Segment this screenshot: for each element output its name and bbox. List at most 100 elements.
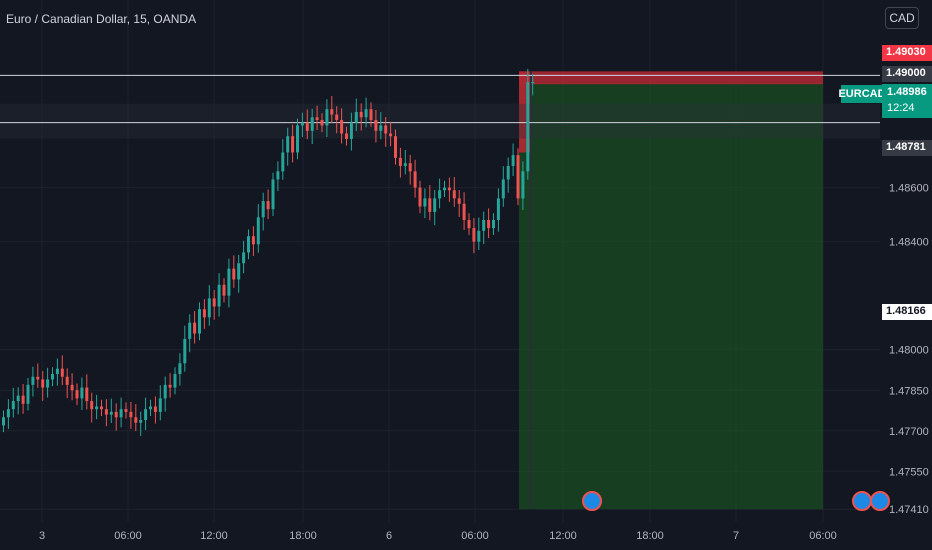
y-tick-label: 1.47410 bbox=[889, 504, 929, 516]
stop-price-tag: 1.49000 bbox=[882, 66, 932, 82]
candle-body bbox=[330, 109, 334, 115]
candle-body bbox=[65, 376, 69, 385]
candle-body bbox=[222, 284, 226, 296]
candle-body bbox=[482, 220, 486, 231]
line-upper-tag: 1.48781 bbox=[882, 140, 932, 156]
currency-button[interactable]: CAD bbox=[885, 7, 919, 29]
range-band bbox=[0, 103, 880, 139]
candle-body bbox=[364, 109, 368, 118]
candle-body bbox=[114, 411, 118, 418]
target-zone bbox=[519, 83, 823, 510]
candle-body bbox=[487, 220, 491, 229]
candle-body bbox=[129, 411, 133, 418]
candle-body bbox=[359, 111, 363, 118]
target-price-tag: 1.49030 bbox=[882, 45, 932, 61]
candle-body bbox=[506, 165, 510, 180]
last-price-tag: 1.48986 12:24 bbox=[882, 84, 932, 118]
candle-body bbox=[418, 187, 422, 207]
candle-body bbox=[232, 268, 236, 280]
candle-body bbox=[153, 406, 157, 412]
last-price-value: 1.48986 bbox=[887, 86, 927, 98]
stop-zone bbox=[519, 71, 823, 85]
candle-body bbox=[60, 368, 64, 377]
x-tick-label: 6 bbox=[386, 530, 392, 542]
candle-body bbox=[104, 409, 108, 415]
candle-body bbox=[207, 298, 211, 318]
candle-body bbox=[26, 384, 30, 404]
y-tick-label: 1.47550 bbox=[889, 466, 929, 478]
candle-body bbox=[95, 406, 99, 410]
candle-body bbox=[531, 82, 535, 84]
candle-body bbox=[251, 236, 255, 245]
candle-body bbox=[477, 230, 481, 242]
candle-body bbox=[496, 198, 500, 220]
candle-body bbox=[158, 398, 162, 412]
candle-body bbox=[75, 390, 79, 399]
candle-body bbox=[452, 190, 456, 199]
candle-body bbox=[16, 395, 20, 402]
candle-body bbox=[492, 220, 495, 229]
candle-body bbox=[413, 171, 417, 188]
candle-body bbox=[462, 203, 466, 220]
x-tick-label: 7 bbox=[733, 530, 739, 542]
candle-body bbox=[501, 179, 505, 199]
candle-body bbox=[144, 409, 148, 420]
candle-body bbox=[526, 82, 530, 172]
y-tick-label: 1.48600 bbox=[889, 183, 929, 195]
candle-body bbox=[173, 374, 177, 388]
candle-body bbox=[345, 133, 348, 139]
candle-body bbox=[300, 122, 304, 126]
candle-body bbox=[286, 136, 290, 153]
candle-body bbox=[310, 117, 314, 131]
candle-body bbox=[242, 252, 246, 264]
y-tick-label: 1.47850 bbox=[889, 385, 929, 397]
candle-body bbox=[41, 379, 45, 388]
chart-title: Euro / Canadian Dollar, 15, OANDA bbox=[6, 12, 197, 26]
candle-body bbox=[178, 363, 182, 375]
candle-body bbox=[349, 122, 353, 139]
candle-body bbox=[384, 125, 388, 134]
candle-body bbox=[296, 125, 299, 153]
x-tick-label: 12:00 bbox=[200, 530, 228, 542]
candle-body bbox=[433, 198, 437, 212]
candle-body bbox=[379, 125, 383, 131]
x-tick-label: 3 bbox=[39, 530, 45, 542]
candle-body bbox=[261, 201, 265, 218]
candle-body bbox=[457, 198, 461, 204]
candle-body bbox=[521, 171, 525, 199]
candle-body bbox=[183, 338, 187, 364]
candle-body bbox=[447, 187, 451, 191]
candle-body bbox=[11, 401, 15, 410]
candle-body bbox=[237, 263, 241, 280]
candle-body bbox=[212, 298, 216, 307]
x-tick-label: 18:00 bbox=[289, 530, 317, 542]
candle-body bbox=[511, 155, 515, 166]
candle-body bbox=[320, 120, 324, 126]
candle-body bbox=[198, 309, 201, 334]
candle-body bbox=[119, 409, 123, 418]
candle-body bbox=[227, 268, 231, 296]
candle-body bbox=[21, 395, 25, 404]
candle-body bbox=[31, 376, 35, 385]
candle-body bbox=[188, 322, 192, 339]
x-tick-label: 06:00 bbox=[809, 530, 837, 542]
candle-body bbox=[428, 198, 432, 212]
x-tick-label: 06:00 bbox=[461, 530, 489, 542]
candle-body bbox=[46, 379, 50, 388]
symbol-label: EURCAD bbox=[838, 85, 886, 103]
candle-body bbox=[217, 284, 221, 307]
candle-body bbox=[168, 384, 172, 388]
candle-body bbox=[109, 411, 113, 415]
line-lower-tag: 1.48166 bbox=[882, 304, 932, 320]
candle-body bbox=[438, 190, 442, 199]
candle-body bbox=[340, 120, 344, 134]
candle-body bbox=[369, 109, 373, 120]
candle-body bbox=[443, 187, 446, 191]
candle-body bbox=[394, 136, 397, 158]
candle-body bbox=[467, 220, 471, 229]
candle-body bbox=[51, 374, 54, 380]
x-tick-label: 18:00 bbox=[636, 530, 664, 542]
event-marker-icon bbox=[852, 491, 872, 511]
x-tick-label: 12:00 bbox=[549, 530, 577, 542]
